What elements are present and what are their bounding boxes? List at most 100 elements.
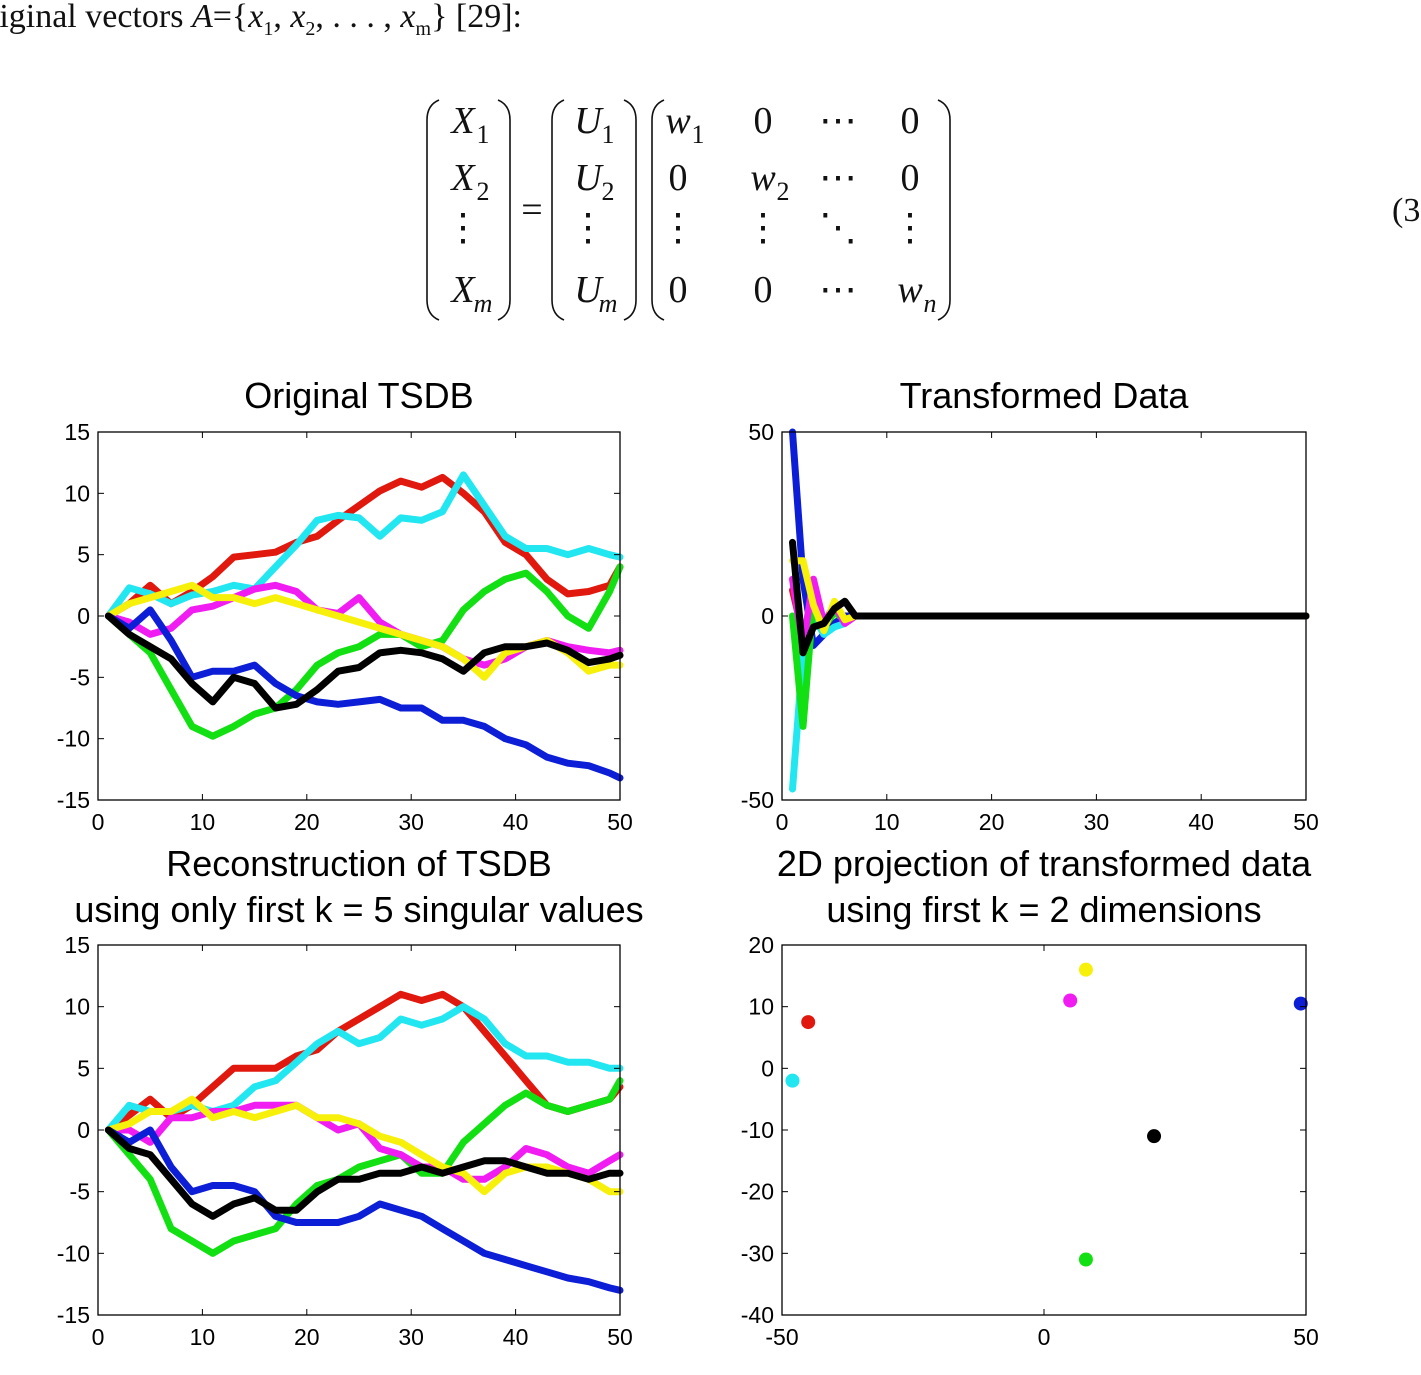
scatter-point-black xyxy=(1147,1129,1162,1144)
x2-sub: 2 xyxy=(305,17,316,40)
y-tick-label: 15 xyxy=(64,419,90,445)
series-line-blue xyxy=(104,606,624,782)
w-row-1-0-main: 0 xyxy=(669,157,688,199)
series-line-blue xyxy=(104,1126,624,1294)
w-row-2-3-main: ⋮ xyxy=(891,207,929,249)
series-line-magenta xyxy=(789,575,1310,649)
x-tick-label: 10 xyxy=(190,1324,216,1350)
x1-sub: 1 xyxy=(263,17,274,40)
set-name: A xyxy=(191,0,213,35)
x-tick-label: 10 xyxy=(874,809,900,835)
lhs-row-1-0-sub: 2 xyxy=(477,177,490,206)
y-tick-label: -30 xyxy=(741,1240,774,1266)
scatter-point-magenta xyxy=(1063,993,1078,1008)
w-row-0-1-main: 0 xyxy=(754,100,773,142)
scatter-point-red xyxy=(801,1015,816,1030)
x2-var: x xyxy=(290,0,306,35)
chart-title-line-2: using first k = 2 dimensions xyxy=(826,889,1261,930)
chart-panel-4: 2D projection of transformed data using f… xyxy=(741,843,1319,1350)
intro-text: riginal vectors A={x1, x2, . . . , xm} [… xyxy=(0,0,522,41)
xm-var: x xyxy=(400,0,416,35)
x-tick-label: 0 xyxy=(776,809,789,835)
y-tick-label: -10 xyxy=(57,1240,90,1266)
y-tick-label: 20 xyxy=(748,932,774,958)
w-row-0-3-main: 0 xyxy=(901,100,920,142)
lhs-row-3-0-main: X xyxy=(449,269,476,311)
lhs-left-paren xyxy=(426,99,440,321)
series-line-black xyxy=(789,538,1310,657)
equals-sign: = xyxy=(521,189,542,231)
plot-frame xyxy=(97,431,621,801)
u-row-3-0-main: U xyxy=(574,269,604,311)
y-tick-label: 50 xyxy=(748,419,774,445)
plot-frame xyxy=(781,944,1307,1316)
w-row-2-0-main: ⋮ xyxy=(659,207,697,249)
w-row-2-1-main: ⋮ xyxy=(744,207,782,249)
xm-sub: m xyxy=(415,17,432,40)
intro-suffix: } [29]: xyxy=(431,0,522,35)
w-row-1-2-main: ⋯ xyxy=(819,157,857,199)
w-row-3-2-main: ⋯ xyxy=(819,269,857,311)
y-tick-label: 5 xyxy=(77,542,90,568)
x-tick-label: 50 xyxy=(607,809,633,835)
chart-title-line-1: 2D projection of transformed data xyxy=(777,843,1312,884)
w-row-1-1-sub: 2 xyxy=(777,177,790,206)
x-tick-label: 40 xyxy=(503,1324,529,1350)
y-tick-label: 0 xyxy=(77,603,90,629)
x-tick-label: 40 xyxy=(1188,809,1214,835)
y-tick-label: 10 xyxy=(64,994,90,1020)
u-row-1-0-sub: 2 xyxy=(602,177,615,206)
lhs-row-2-0-main: ⋮ xyxy=(444,207,482,249)
x-tick-label: 30 xyxy=(1084,809,1110,835)
x-tick-label: 30 xyxy=(398,1324,424,1350)
chart-title-line-2: using only first k = 5 singular values xyxy=(74,889,643,930)
w-row-3-0-main: 0 xyxy=(669,269,688,311)
y-tick-label: -10 xyxy=(57,726,90,752)
series-line-black xyxy=(104,612,624,712)
x-tick-label: 30 xyxy=(398,809,424,835)
x-tick-label: 50 xyxy=(1293,1324,1319,1350)
scatter-point-yellow xyxy=(1078,962,1093,977)
intro-prefix: riginal vectors xyxy=(0,0,192,35)
x-tick-label: 50 xyxy=(1293,809,1319,835)
set-open: ={ xyxy=(212,0,249,35)
w-row-1-3-main: 0 xyxy=(901,157,920,199)
w-row-1-1-main: w xyxy=(750,157,776,199)
u-right-paren xyxy=(623,99,637,321)
lhs-row-3-0-sub: m xyxy=(474,289,493,318)
u-row-1-0-main: U xyxy=(574,157,604,199)
lhs-row-0-0-main: X xyxy=(449,100,476,142)
u-left-paren xyxy=(551,99,565,321)
chart-panel-1: Original TSDB 0 10 20 30 40 50 -15 -10 -5 0 5 10 15 xyxy=(57,375,633,835)
chart-title-line-1: Original TSDB xyxy=(244,375,473,416)
x-tick-label: 50 xyxy=(607,1324,633,1350)
y-tick-label: 10 xyxy=(748,994,774,1020)
x-tick-label: -50 xyxy=(765,1324,798,1350)
series-line-yellow xyxy=(789,557,1310,635)
y-tick-label: -5 xyxy=(70,664,90,690)
series-line-black xyxy=(104,1126,624,1220)
y-tick-label: -10 xyxy=(741,1117,774,1143)
y-tick-label: 5 xyxy=(77,1055,90,1081)
series-line-cyan xyxy=(789,612,1310,793)
y-tick-label: 0 xyxy=(77,1117,90,1143)
w-row-3-1-main: 0 xyxy=(754,269,773,311)
w-row-2-2-main: ⋱ xyxy=(819,207,857,249)
svd-equation: X 1X 2⋮X m=U 1U 2⋮Umw 1 0 ⋯ 00 w 2 ⋯ 0⋮ ⋮ ⋱ ⋮0 0 ⋯ w n xyxy=(426,99,951,321)
y-tick-label: -15 xyxy=(57,787,90,813)
y-tick-label: -5 xyxy=(70,1179,90,1205)
series-line-green xyxy=(789,597,1310,730)
x-tick-label: 10 xyxy=(190,809,216,835)
series-line-magenta xyxy=(104,1101,624,1183)
series-line-green xyxy=(104,1077,624,1257)
x-tick-label: 0 xyxy=(92,1324,105,1350)
u-row-2-0-main: ⋮ xyxy=(569,207,607,249)
w-row-0-0-sub: 1 xyxy=(692,120,705,149)
x1-var: x xyxy=(248,0,264,35)
series-line-green xyxy=(104,563,624,740)
y-tick-label: -50 xyxy=(741,787,774,813)
plot-frame xyxy=(97,944,621,1316)
equation-number: (3 xyxy=(1392,192,1421,229)
